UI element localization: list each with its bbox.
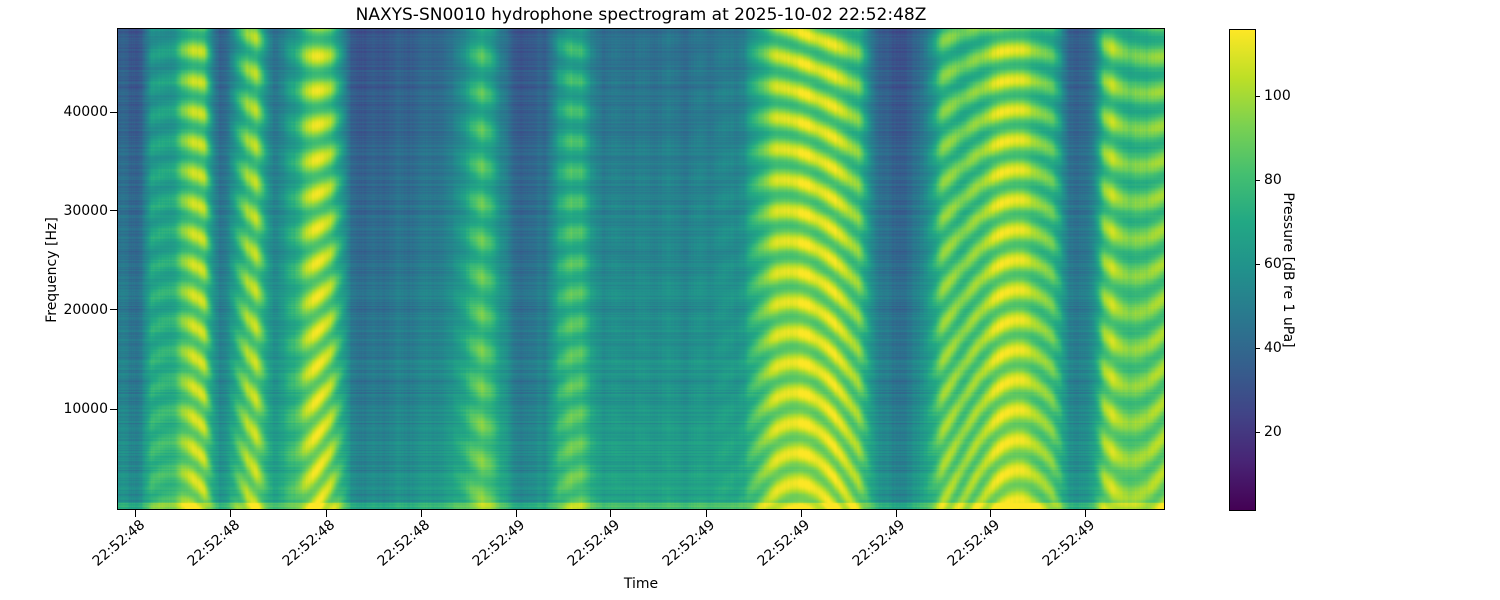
colorbar-tick <box>1255 431 1260 433</box>
x-tick-label-text: 22:52:49 <box>469 517 529 570</box>
x-tick <box>1085 510 1087 517</box>
x-axis-label: Time <box>623 576 659 592</box>
x-tick <box>230 510 232 517</box>
x-tick <box>325 510 327 517</box>
x-tick <box>800 510 802 517</box>
x-tick <box>895 510 897 517</box>
x-tick <box>610 510 612 517</box>
colorbar-tick <box>1255 179 1260 181</box>
colorbar-tick-label: 100 <box>1264 88 1291 104</box>
y-tick-label: 10000 <box>63 401 108 418</box>
x-tick-label-text: 22:52:49 <box>849 517 909 570</box>
x-tick <box>135 510 137 517</box>
x-tick-label-text: 22:52:49 <box>1039 517 1099 570</box>
y-tick-label: 30000 <box>63 202 108 219</box>
colorbar-tick <box>1255 263 1260 265</box>
colorbar-tick-label: 80 <box>1264 172 1282 188</box>
x-tick <box>990 510 992 517</box>
x-tick-label-text: 22:52:49 <box>944 517 1004 570</box>
colorbar-tick-label: 60 <box>1264 256 1282 272</box>
spectrogram-canvas <box>118 29 1164 509</box>
y-tick-label: 20000 <box>63 301 108 318</box>
y-tick-label: 40000 <box>63 104 108 121</box>
x-tick-label-text: 22:52:48 <box>374 517 434 570</box>
colorbar-tick <box>1255 347 1260 349</box>
y-tick <box>110 111 117 113</box>
x-tick-label-text: 22:52:48 <box>184 517 244 570</box>
x-tick <box>515 510 517 517</box>
spectrogram-plot <box>117 28 1165 510</box>
colorbar <box>1229 29 1256 511</box>
colorbar-label: Pressure [dB re 1 uPa] <box>1280 192 1296 348</box>
y-tick <box>110 210 117 212</box>
colorbar-tick <box>1255 95 1260 97</box>
y-tick <box>110 408 117 410</box>
x-tick <box>420 510 422 517</box>
x-tick-label-text: 22:52:49 <box>564 517 624 570</box>
x-tick-label-text: 22:52:48 <box>279 517 339 570</box>
colorbar-tick-label: 20 <box>1264 424 1282 440</box>
colorbar-tick-label: 40 <box>1264 340 1282 356</box>
x-tick <box>705 510 707 517</box>
colorbar-gradient <box>1230 30 1255 510</box>
x-tick-label-text: 22:52:49 <box>659 517 719 570</box>
chart-title: NAXYS-SN0010 hydrophone spectrogram at 2… <box>355 5 927 25</box>
y-tick <box>110 309 117 311</box>
x-tick-label-text: 22:52:49 <box>754 517 814 570</box>
x-tick-label-text: 22:52:48 <box>89 517 149 570</box>
